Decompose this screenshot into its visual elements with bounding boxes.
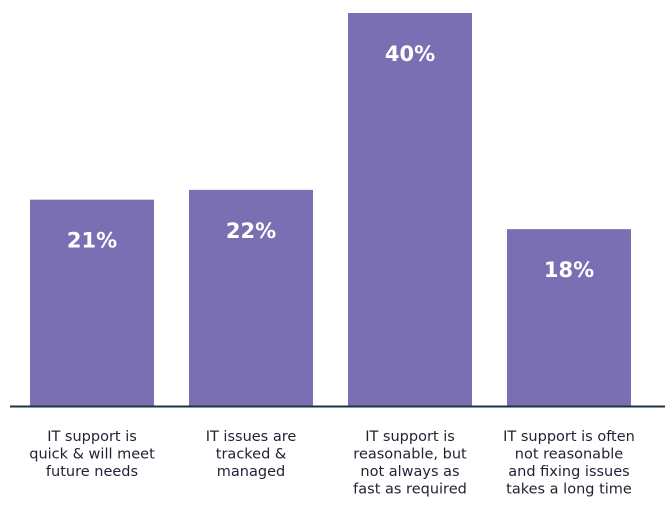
- bar-value-label-1: 21%: [67, 229, 117, 253]
- category-label-line: not always as: [360, 464, 459, 480]
- category-label-line: IT issues are: [206, 429, 297, 445]
- bar-1: [30, 199, 154, 406]
- category-label-2: IT issues are tracked & managed: [206, 429, 297, 480]
- category-label-3: IT support is reasonable, but not always a…: [353, 429, 467, 498]
- category-label-line: IT support is: [365, 429, 455, 445]
- bar-value-label-3: 40%: [385, 42, 435, 66]
- bar-value-label-4: 18%: [544, 258, 594, 282]
- category-label-line: IT support is: [47, 429, 137, 445]
- category-labels-group: IT support is quick & will meet future nee…: [29, 429, 635, 498]
- category-label-line: tracked &: [216, 447, 286, 463]
- category-label-line: fast as required: [353, 482, 467, 498]
- category-label-line: not reasonable: [515, 447, 624, 463]
- category-label-line: future needs: [46, 464, 138, 480]
- category-label-4: IT support is often not reasonable and fix…: [503, 429, 635, 498]
- bar-4: [507, 229, 631, 406]
- category-label-line: managed: [217, 464, 285, 480]
- category-label-1: IT support is quick & will meet future nee…: [29, 429, 155, 480]
- bar-2: [189, 189, 313, 406]
- category-label-line: quick & will meet: [29, 447, 155, 463]
- category-label-line: IT support is often: [503, 429, 635, 445]
- bars-group: 21% 22% 40% 18%: [30, 13, 631, 406]
- bar-value-label-2: 22%: [226, 219, 276, 243]
- category-label-line: reasonable, but: [353, 447, 467, 463]
- bar-3: [348, 13, 472, 406]
- category-label-line: and fixing issues: [508, 464, 629, 480]
- category-label-line: takes a long time: [506, 482, 632, 498]
